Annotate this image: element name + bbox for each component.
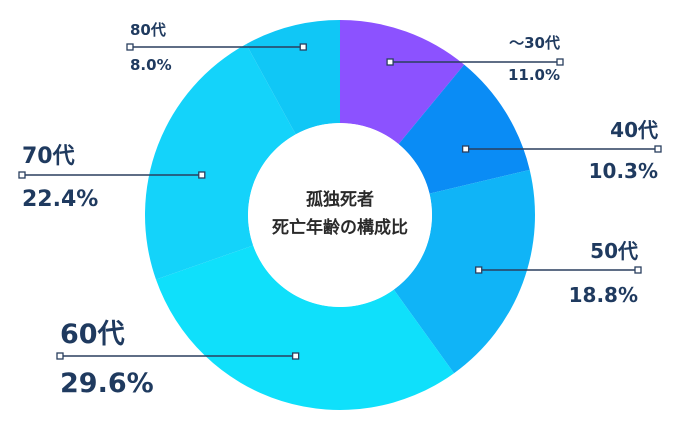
slice-label-4: 70代: [22, 144, 75, 169]
callout-marker-2-1: [634, 266, 642, 274]
slice-value-label-1: 10.3%: [589, 159, 658, 183]
callout-marker-3-1: [56, 352, 64, 360]
slice-value-label-2: 18.8%: [569, 283, 638, 307]
donut-slices: [145, 20, 535, 410]
callout-marker-4-1: [18, 171, 26, 179]
slice-0: [340, 20, 465, 145]
callout-marker-2-0: [475, 266, 483, 274]
callout-marker-0-0: [386, 58, 394, 66]
slice-label-0: 〜30代: [509, 34, 560, 52]
callout-marker-4-0: [198, 171, 206, 179]
slice-3: [155, 245, 455, 410]
slice-2: [393, 169, 535, 374]
slice-value-label-5: 8.0%: [130, 56, 172, 74]
donut-hole: [248, 123, 432, 307]
callout-marker-0-1: [556, 58, 564, 66]
slice-1: [398, 64, 530, 194]
slice-5: [246, 20, 340, 135]
slice-value-label-0: 11.0%: [508, 66, 560, 84]
callout-marker-5-0: [299, 43, 307, 51]
callout-marker-1-0: [461, 145, 470, 153]
slice-value-label-3: 29.6%: [60, 368, 154, 399]
center-title-line-2: 死亡年齢の構成比: [272, 217, 408, 238]
callout-marker-5-1: [126, 43, 134, 51]
callout-marker-1-1: [654, 145, 662, 153]
slice-label-5: 80代: [130, 21, 166, 39]
slice-value-label-4: 22.4%: [22, 187, 98, 212]
center-title-line-1: 孤独死者: [306, 189, 374, 210]
slice-4: [145, 44, 296, 280]
slice-label-3: 60代: [60, 319, 125, 350]
callouts: 〜30代 11.0% 40代 10.3% 50代 18.8% 60代 29.6% 70代 22.4…: [18, 21, 662, 399]
slice-label-2: 50代: [590, 239, 638, 263]
callout-marker-3-0: [291, 352, 300, 360]
slice-label-1: 40代: [610, 118, 658, 142]
